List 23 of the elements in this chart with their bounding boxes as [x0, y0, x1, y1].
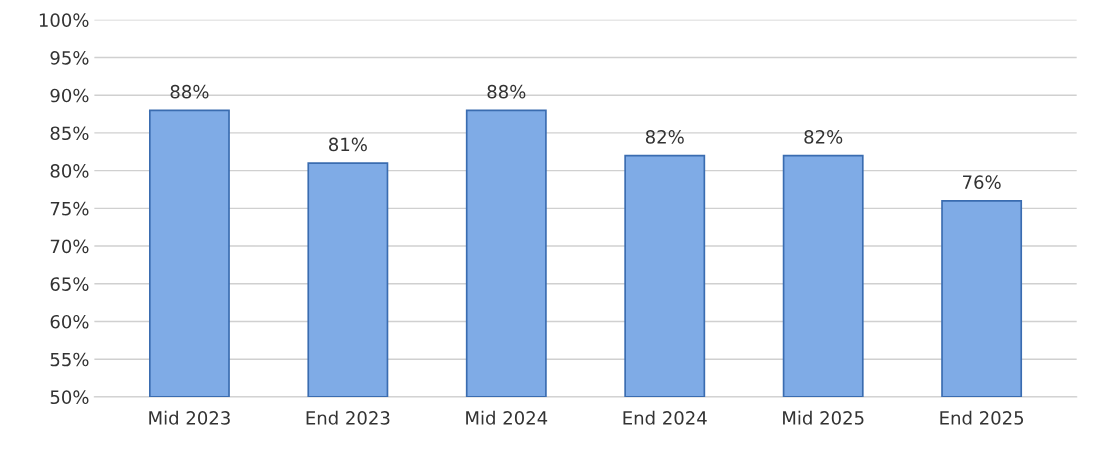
x-tick-label: Mid 2025 [783, 410, 864, 425]
y-tick-label: 80% [50, 164, 89, 178]
x-tick-label: End 2025 [940, 410, 1024, 425]
y-tick-label: 75% [50, 201, 89, 216]
x-tick-label: End 2024 [623, 410, 707, 425]
data-label: 88% [487, 84, 526, 99]
y-tick-label: 50% [50, 390, 89, 405]
data-label: 81% [329, 137, 367, 152]
y-tick-label: 90% [50, 88, 89, 103]
y-tick-label: 85% [50, 126, 89, 141]
y-tick-label: 60% [50, 314, 89, 329]
data-label: 76% [963, 175, 1001, 189]
y-tick-label: 65% [50, 277, 89, 291]
y-tick-label: 95% [50, 50, 89, 65]
x-tick-label: End 2023 [306, 410, 390, 425]
y-tick-label: 55% [50, 352, 89, 367]
x-tick-label: Mid 2024 [466, 410, 548, 425]
data-label: 88% [170, 84, 209, 99]
data-label: 82% [645, 130, 684, 144]
y-tick-label: 70% [50, 239, 89, 254]
x-tick-label: Mid 2023 [149, 410, 230, 425]
data-label: 82% [804, 130, 843, 144]
y-tick-label: 100% [39, 13, 89, 27]
